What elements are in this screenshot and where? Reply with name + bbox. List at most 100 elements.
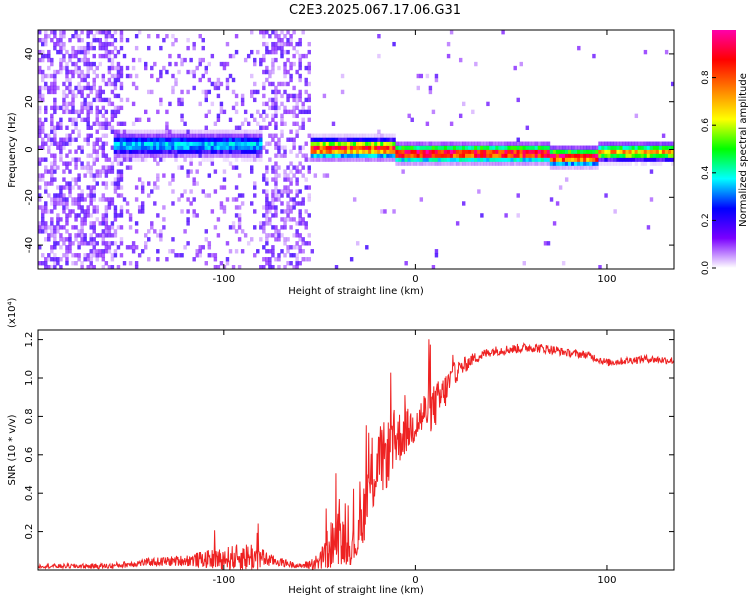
spectrogram-cell	[416, 141, 420, 146]
spectrogram-cell	[77, 193, 81, 198]
spectrogram-cell	[222, 169, 227, 174]
spectrogram-cell	[104, 153, 109, 158]
spectrogram-cell	[183, 189, 187, 194]
spectrogram-cell	[528, 141, 533, 146]
spectrogram-cell	[47, 57, 51, 63]
spectrogram-cell	[289, 261, 293, 266]
spectrogram-cell	[56, 41, 60, 47]
spectrogram-cell	[71, 89, 75, 95]
spectrogram-cell	[304, 221, 308, 226]
spectrogram-cell	[359, 141, 363, 146]
spectrogram-cell	[328, 133, 333, 138]
spectrogram-cell	[134, 197, 139, 202]
spectrogram-cell	[177, 197, 181, 202]
spectrogram-cell	[325, 133, 330, 138]
spectrogram-cell	[71, 53, 75, 59]
spectrogram-cell	[534, 153, 539, 158]
spectrogram-cell	[68, 133, 72, 138]
spectrogram-cell	[510, 141, 514, 146]
spectrogram-cell	[425, 153, 430, 158]
spectrogram-cell	[295, 133, 299, 138]
spectrogram-cell	[144, 141, 148, 146]
spectrogram-cell	[340, 145, 345, 150]
spectrogram-cell	[289, 161, 293, 166]
spectrogram-cell	[59, 225, 63, 230]
spectrogram-cell	[428, 161, 433, 166]
spectrogram-cell	[301, 30, 305, 35]
spectrogram-cell	[301, 197, 305, 202]
spectrogram-cell	[222, 133, 227, 138]
spectrogram-cell	[98, 89, 102, 95]
spectrogram-cell	[428, 89, 433, 95]
spectrogram-cell	[352, 133, 357, 138]
spectrogram-cell	[295, 265, 299, 270]
spectrogram-cell	[104, 205, 109, 210]
spectrogram-cell	[119, 137, 124, 142]
spectrogram-cell	[192, 177, 196, 182]
spectrogram-cell	[204, 193, 208, 198]
spectrogram-cell	[56, 261, 60, 266]
spectrogram-cell	[80, 205, 84, 210]
spectrogram-cell	[134, 133, 139, 138]
spectrogram-cell	[283, 73, 287, 79]
spectrogram-cell	[289, 189, 293, 194]
spectrogram-cell	[313, 133, 318, 138]
spectrogram-cell	[119, 153, 124, 158]
spectrogram-cell	[53, 81, 57, 87]
spectrogram-cell	[274, 229, 278, 234]
spectrogram-cell	[50, 221, 54, 226]
spectrogram-cell	[107, 33, 112, 39]
spectrogram-cell	[59, 245, 63, 250]
spectrogram-cell	[47, 233, 51, 238]
y-tick-label: -20	[24, 189, 35, 205]
spectrogram-cell	[471, 161, 475, 166]
spectrogram-cell	[598, 265, 602, 270]
spectrogram-cell	[68, 109, 72, 115]
spectrogram-cell	[380, 149, 384, 154]
spectrogram-cell	[419, 197, 424, 202]
spectrogram-cell	[147, 137, 151, 142]
spectrogram-cell	[165, 145, 169, 150]
spectrogram-cell	[431, 153, 436, 158]
spectrogram-cell	[234, 93, 239, 99]
spectrogram-cell	[465, 141, 469, 146]
spectrogram-cell	[222, 149, 227, 154]
spectrogram-cell	[89, 249, 93, 254]
spectrogram-cell	[277, 173, 281, 178]
spectrogram-cell	[56, 37, 60, 43]
spectrogram-cell	[113, 81, 118, 87]
spectrogram-cell	[607, 141, 611, 146]
spectrogram-cell	[98, 37, 102, 43]
spectrogram-cell	[62, 253, 66, 258]
spectrogram-cell	[216, 137, 221, 142]
spectrogram-cell	[452, 149, 457, 154]
spectrogram-cell	[374, 141, 378, 146]
spectrogram-cell	[310, 149, 314, 154]
spectrogram-cell	[283, 225, 287, 230]
x-tick-label: 0	[412, 274, 418, 285]
spectrogram-cell	[77, 245, 81, 250]
spectrogram-cell	[525, 161, 530, 166]
spectrogram-cell	[498, 161, 502, 166]
spectrogram-cell	[274, 85, 278, 91]
spectrogram-cell	[237, 193, 242, 198]
spectrogram-cell	[89, 30, 93, 35]
spectrogram-cell	[410, 145, 414, 150]
spectrogram-cell	[568, 165, 572, 170]
spectrogram-cell	[313, 157, 318, 162]
spectrogram-cell	[210, 253, 215, 258]
spectrogram-cell	[110, 49, 115, 55]
spectrogram-cell	[83, 45, 87, 51]
spectrogram-cell	[53, 69, 57, 75]
spectrogram-cell	[374, 153, 378, 158]
spectrogram-cell	[468, 149, 472, 154]
spectrogram-cell	[504, 161, 508, 166]
spectrogram-cell	[41, 173, 45, 178]
spectrogram-cell	[465, 153, 469, 158]
spectrogram-cell	[128, 245, 133, 250]
spectrogram-cell	[222, 205, 227, 210]
spectrogram-cell	[262, 229, 266, 234]
spectrogram-cell	[295, 201, 299, 206]
spectrogram-cell	[601, 141, 605, 146]
spectrogram-cell	[262, 205, 266, 210]
